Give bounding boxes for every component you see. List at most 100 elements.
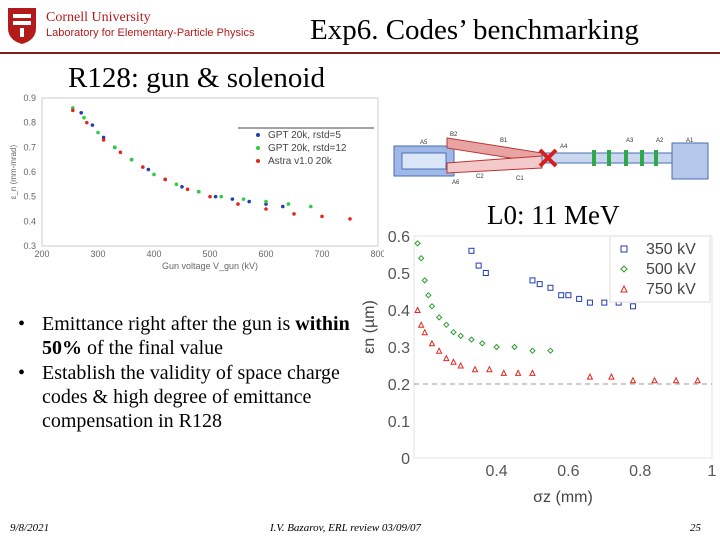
bullet-emphasis: within 50% <box>42 313 350 359</box>
data-point <box>558 292 565 299</box>
data-point <box>414 240 421 247</box>
y-tick-label: 0.5 <box>23 192 36 202</box>
data-point <box>264 202 268 206</box>
y-tick-label: 0.5 <box>388 266 410 283</box>
x-axis-label: Gun voltage V_gun (kV) <box>162 261 258 271</box>
gun-inner <box>401 152 447 170</box>
data-point <box>85 120 89 125</box>
legend-label: GPT 20k, rstd=5 <box>268 130 341 141</box>
beamline-label: B2 <box>450 132 458 138</box>
data-point <box>547 347 554 354</box>
data-point <box>630 303 637 310</box>
footer-date: 9/8/2021 <box>10 522 50 534</box>
beamline-schematic: A1 A2 A3 A4 A5 A6 B1 B2 C1 C2 <box>393 132 709 186</box>
beamline-label: A4 <box>560 144 568 150</box>
data-point <box>348 217 352 221</box>
data-point <box>529 369 536 376</box>
data-point <box>174 182 179 187</box>
data-point <box>309 204 313 209</box>
data-series <box>71 106 313 209</box>
data-series <box>79 111 285 209</box>
data-point <box>428 303 436 310</box>
x-tick-label: 400 <box>146 249 161 259</box>
beamline-label: C2 <box>476 174 484 180</box>
data-point <box>428 339 436 347</box>
data-point <box>286 202 291 206</box>
legend-label: 350 kV <box>646 241 696 258</box>
bullet-item: • Emittance right after the gun is withi… <box>12 312 367 360</box>
data-point <box>197 189 201 194</box>
data-point <box>435 347 443 354</box>
bullet-icon: • <box>18 313 26 335</box>
close-icon <box>538 148 558 168</box>
institution-name: Cornell University <box>46 10 151 25</box>
data-point <box>82 115 86 120</box>
y-tick-label: 0 <box>401 451 410 468</box>
data-point <box>565 292 572 299</box>
y-tick-label: 0.1 <box>388 414 410 431</box>
emittance-vs-voltage-chart: 200 300 400 500 600 700 800 0.3 0.4 0.5 0.6 0.7 0.8 0… <box>9 93 384 271</box>
data-point <box>281 204 285 209</box>
bullet-text: Establish the validity of space charge c… <box>42 362 340 432</box>
slide-title: Exp6. Codes’ benchmarking <box>310 14 639 46</box>
x-tick-label: 1 <box>708 463 717 480</box>
data-point <box>236 202 240 206</box>
data-point <box>475 262 482 269</box>
emittance-vs-bunch-length-chart: 0.4 0.6 0.8 1 0 0.1 0.2 0.3 0.4 0.5 0.6 σz (mm) εn (… <box>361 229 717 506</box>
data-point <box>457 361 464 369</box>
data-point <box>608 372 615 380</box>
x-tick-label: 600 <box>258 249 273 259</box>
bullet-list: • Emittance right after the gun is withi… <box>12 312 367 434</box>
y-tick-label: 0.3 <box>23 241 36 251</box>
data-point <box>493 343 500 351</box>
data-point <box>482 270 489 276</box>
data-point <box>230 197 235 201</box>
data-point <box>547 284 554 291</box>
data-point <box>417 254 425 262</box>
page-number: 25 <box>690 522 701 534</box>
cavity-markers <box>592 150 658 166</box>
data-point <box>141 165 145 169</box>
data-point <box>620 265 628 273</box>
data-point <box>90 123 95 127</box>
data-point <box>71 108 75 113</box>
data-point <box>651 376 658 384</box>
y-axis-label: ε_n (mm-mrad) <box>9 145 18 200</box>
plot-frame <box>41 97 379 247</box>
data-point <box>529 277 536 284</box>
data-point <box>620 245 628 253</box>
data-point <box>256 159 260 163</box>
data-point <box>256 133 260 137</box>
bullet-text: Emittance right after the gun is <box>42 313 296 335</box>
data-point <box>152 172 156 177</box>
y-tick-label: 0.3 <box>388 340 410 357</box>
data-series <box>414 306 701 384</box>
data-point <box>256 146 260 150</box>
data-point <box>457 332 464 340</box>
data-point <box>443 354 450 362</box>
x-axis-label: σz (mm) <box>533 489 593 506</box>
bend-lower <box>446 155 543 174</box>
y-tick-label: 0.9 <box>23 93 36 103</box>
energy-label: L0: 11 MeV <box>487 200 620 231</box>
beamline-label: B1 <box>500 138 508 144</box>
data-point <box>586 299 593 306</box>
data-point <box>208 194 212 199</box>
data-point <box>320 214 324 219</box>
data-point <box>101 138 106 142</box>
y-tick-label: 0.2 <box>388 377 410 394</box>
data-point <box>435 314 443 321</box>
legend-label: 750 kV <box>646 281 696 298</box>
data-point <box>247 199 251 204</box>
data-point <box>146 167 151 172</box>
beamline-label: A5 <box>420 140 428 146</box>
data-point <box>180 185 184 189</box>
legend-label: GPT 20k, rstd=12 <box>268 143 347 154</box>
data-point <box>421 328 429 336</box>
y-axis-label: εn (µm) <box>361 300 378 354</box>
data-point <box>118 150 123 155</box>
title-divider <box>0 52 720 54</box>
beamline-label: A3 <box>626 138 634 144</box>
beamline-label: A1 <box>686 138 694 144</box>
beamline-label: A2 <box>656 138 664 144</box>
